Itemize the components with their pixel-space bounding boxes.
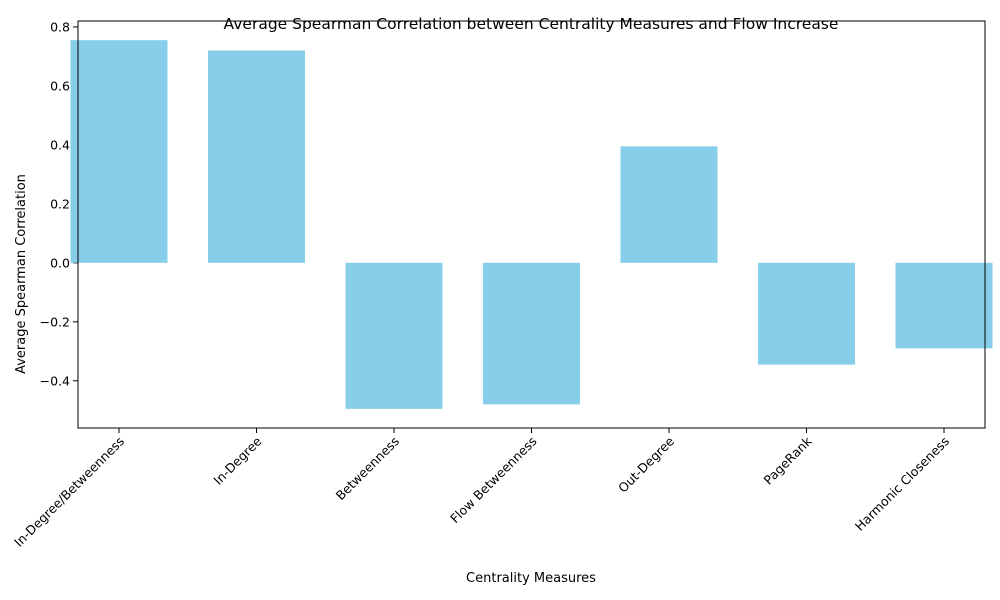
bar	[208, 50, 305, 263]
y-axis: −0.4 −0.2 0.0 0.2 0.4 0.6 0.8	[40, 19, 78, 388]
y-tick-label: −0.2	[40, 314, 70, 329]
bar	[895, 262, 993, 349]
y-axis-label: Average Spearman Correlation	[14, 174, 29, 374]
x-axis-label: Centrality Measures	[466, 571, 596, 586]
x-tick-label: In-Degree	[210, 433, 264, 487]
x-tick-label: Betweenness	[333, 434, 403, 504]
x-tick-label: Out-Degree	[615, 433, 677, 495]
x-tick-label: Flow Betweenness	[447, 434, 540, 527]
bar	[620, 146, 718, 263]
y-tick-label: 0.0	[50, 255, 70, 270]
bar	[758, 262, 855, 365]
x-tick-label: In-Degree/Betweenness	[11, 434, 127, 550]
bar	[70, 40, 168, 263]
bar	[345, 262, 443, 409]
bars-group	[70, 40, 993, 409]
x-tick-label: PageRank	[761, 433, 816, 488]
y-tick-label: 0.4	[50, 137, 70, 152]
plot-frame	[77, 20, 986, 429]
bar	[483, 262, 580, 405]
y-tick-label: 0.2	[50, 196, 70, 211]
x-tick-label: Harmonic Closeness	[852, 434, 952, 534]
x-axis: In-Degree/Betweenness In-Degree Betweennes…	[11, 428, 952, 550]
chart-title: Average Spearman Correlation between Cen…	[224, 15, 839, 33]
y-tick-label: −0.4	[40, 373, 70, 388]
y-tick-label: 0.6	[50, 78, 70, 93]
y-tick-label: 0.8	[50, 19, 70, 34]
